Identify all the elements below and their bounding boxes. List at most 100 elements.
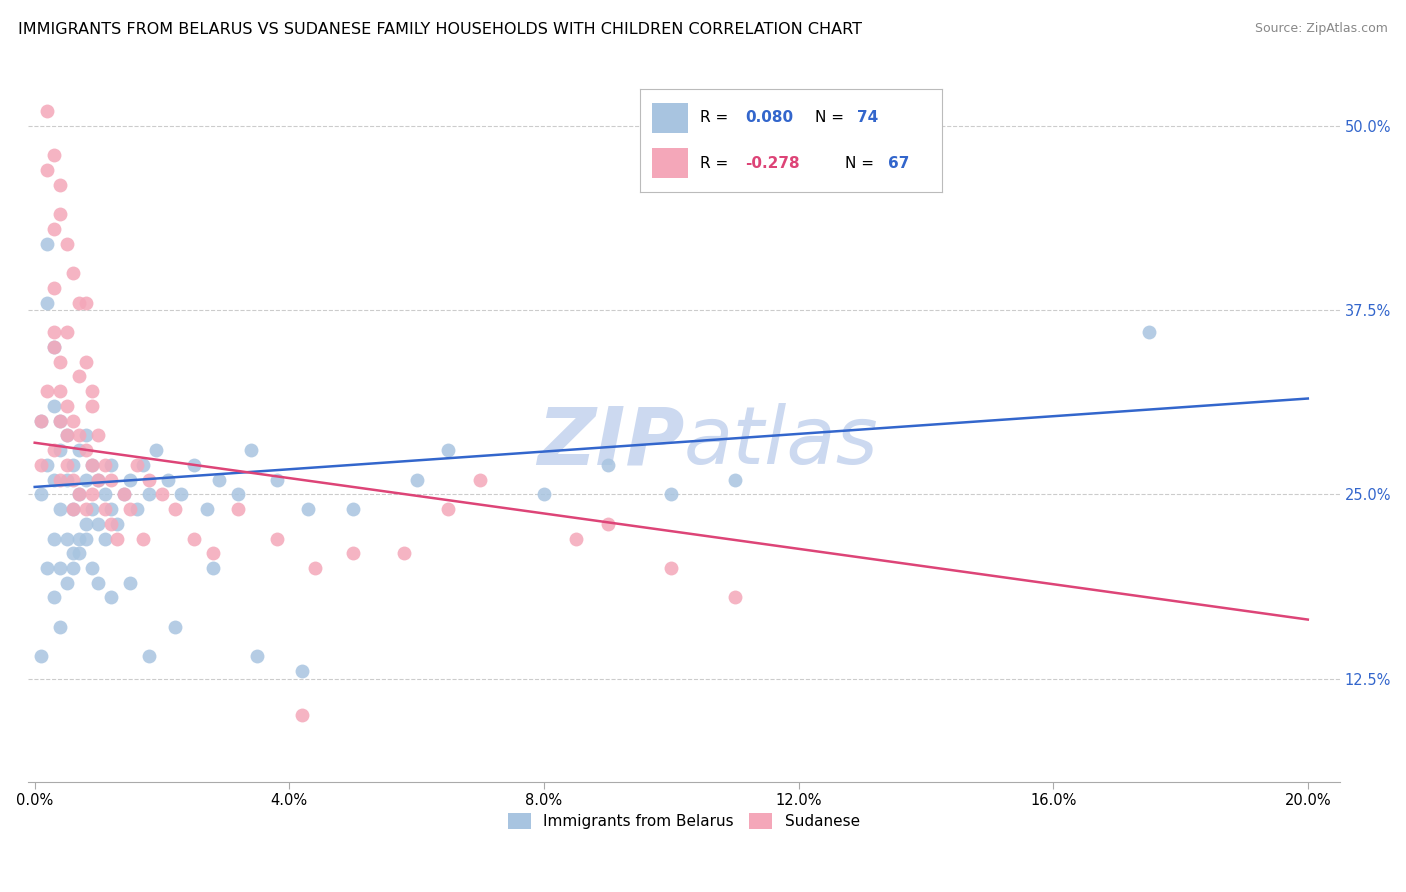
Point bbox=[49, 502, 72, 516]
Point bbox=[112, 487, 135, 501]
Point bbox=[87, 473, 110, 487]
Point bbox=[49, 207, 72, 221]
Point bbox=[132, 532, 155, 546]
Point bbox=[30, 649, 52, 664]
Point bbox=[724, 591, 747, 605]
Point bbox=[246, 649, 269, 664]
Point bbox=[55, 458, 77, 472]
Point bbox=[80, 384, 103, 399]
Point bbox=[67, 443, 90, 458]
Text: 67: 67 bbox=[887, 155, 910, 170]
Point bbox=[304, 561, 326, 575]
Point bbox=[120, 502, 142, 516]
Point bbox=[42, 325, 65, 339]
Point bbox=[87, 428, 110, 442]
Point bbox=[49, 384, 72, 399]
Point bbox=[49, 414, 72, 428]
Point bbox=[405, 473, 427, 487]
Point bbox=[62, 546, 84, 560]
Point bbox=[93, 458, 115, 472]
Point bbox=[100, 458, 122, 472]
Point bbox=[55, 399, 77, 413]
Point bbox=[62, 502, 84, 516]
Point bbox=[138, 487, 160, 501]
Point bbox=[297, 502, 319, 516]
Point bbox=[437, 502, 460, 516]
Text: ZIP: ZIP bbox=[537, 403, 683, 482]
Point bbox=[67, 487, 90, 501]
Point bbox=[125, 502, 148, 516]
Point bbox=[138, 649, 160, 664]
Point bbox=[93, 502, 115, 516]
Point bbox=[55, 428, 77, 442]
Point bbox=[93, 532, 115, 546]
Point bbox=[533, 487, 555, 501]
Point bbox=[120, 473, 142, 487]
Point bbox=[201, 546, 224, 560]
Point bbox=[183, 458, 205, 472]
Point bbox=[93, 487, 115, 501]
Point bbox=[87, 516, 110, 531]
Point bbox=[80, 458, 103, 472]
Point bbox=[30, 458, 52, 472]
Point bbox=[42, 473, 65, 487]
Point bbox=[291, 664, 314, 678]
Point bbox=[150, 487, 173, 501]
Point bbox=[100, 591, 122, 605]
Point bbox=[596, 516, 619, 531]
Point bbox=[75, 428, 97, 442]
Point bbox=[37, 104, 59, 119]
Point bbox=[565, 532, 588, 546]
Point bbox=[67, 369, 90, 384]
Point bbox=[291, 708, 314, 723]
Point bbox=[55, 428, 77, 442]
Point bbox=[75, 443, 97, 458]
Point bbox=[67, 532, 90, 546]
Point bbox=[100, 516, 122, 531]
Point bbox=[37, 236, 59, 251]
Point bbox=[392, 546, 415, 560]
Point bbox=[470, 473, 492, 487]
Point bbox=[75, 473, 97, 487]
Point bbox=[170, 487, 193, 501]
Point bbox=[42, 340, 65, 354]
Point bbox=[62, 266, 84, 280]
Point bbox=[42, 222, 65, 236]
Point bbox=[49, 414, 72, 428]
Point bbox=[75, 516, 97, 531]
Point bbox=[55, 532, 77, 546]
Point bbox=[195, 502, 218, 516]
Point bbox=[67, 487, 90, 501]
Point bbox=[145, 443, 167, 458]
Point bbox=[183, 532, 205, 546]
Point bbox=[62, 502, 84, 516]
Point bbox=[100, 502, 122, 516]
Point bbox=[42, 532, 65, 546]
Point bbox=[55, 236, 77, 251]
Point bbox=[75, 295, 97, 310]
Point bbox=[201, 561, 224, 575]
Point bbox=[266, 532, 288, 546]
Text: N =: N = bbox=[815, 111, 849, 126]
Point bbox=[49, 354, 72, 368]
Point bbox=[55, 575, 77, 590]
Text: -0.278: -0.278 bbox=[745, 155, 800, 170]
Point bbox=[49, 443, 72, 458]
Point bbox=[75, 354, 97, 368]
Text: Source: ZipAtlas.com: Source: ZipAtlas.com bbox=[1254, 22, 1388, 36]
Point bbox=[62, 473, 84, 487]
Text: 0.080: 0.080 bbox=[745, 111, 793, 126]
Point bbox=[240, 443, 263, 458]
Point bbox=[1137, 325, 1160, 339]
Point bbox=[37, 295, 59, 310]
Point bbox=[342, 502, 364, 516]
Point bbox=[62, 561, 84, 575]
Point bbox=[37, 561, 59, 575]
Point bbox=[107, 516, 129, 531]
Point bbox=[100, 473, 122, 487]
Point bbox=[49, 178, 72, 192]
Point bbox=[659, 561, 682, 575]
Point bbox=[42, 340, 65, 354]
Point bbox=[75, 502, 97, 516]
Point bbox=[80, 458, 103, 472]
